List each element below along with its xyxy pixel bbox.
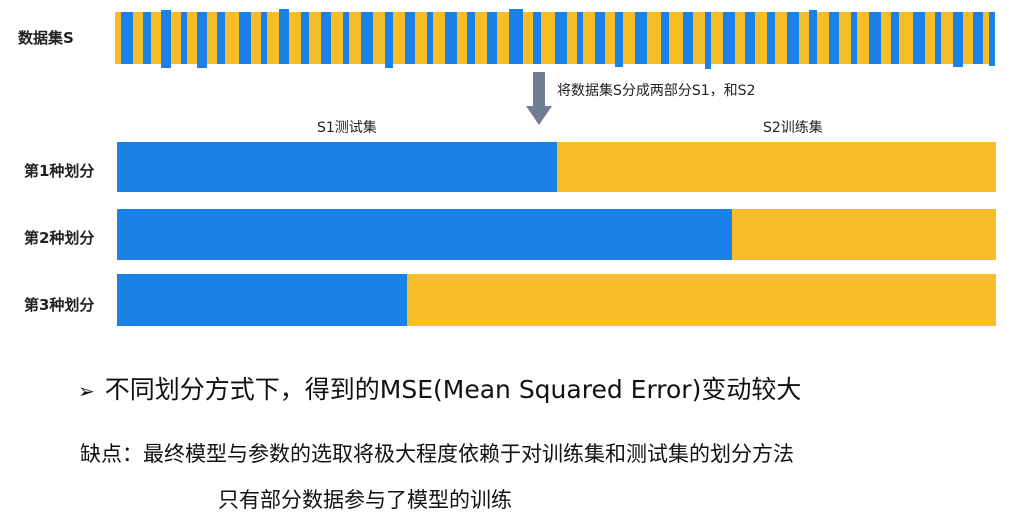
dataset-sample-stripe bbox=[301, 12, 309, 64]
split-2-s2-segment bbox=[732, 209, 996, 260]
split-1-s1-segment bbox=[117, 142, 557, 192]
bullet-line: ➢ 不同划分方式下，得到的MSE(Mean Squared Error)变动较大 bbox=[78, 370, 801, 406]
drawback-line-1: 缺点：最终模型与参数的选取将极大程度依赖于对训练集和测试集的划分方法 bbox=[80, 442, 794, 466]
split-2-s1-segment bbox=[117, 209, 733, 260]
dataset-sample-stripe bbox=[509, 9, 523, 64]
dataset-sample-stripe bbox=[705, 12, 711, 69]
dataset-sample-stripe bbox=[445, 12, 457, 64]
dataset-sample-stripe bbox=[953, 12, 963, 67]
dataset-sample-stripe bbox=[279, 9, 289, 64]
dataset-sample-stripe bbox=[891, 12, 899, 64]
dataset-sample-stripe bbox=[121, 12, 133, 64]
s1-label: S1测试集 bbox=[317, 120, 377, 136]
dataset-strip bbox=[115, 9, 995, 69]
dataset-sample-stripe bbox=[217, 12, 225, 64]
bullet-arrow-icon: ➢ bbox=[78, 379, 95, 403]
dataset-sample-stripe bbox=[577, 12, 583, 64]
s2-label: S2训练集 bbox=[763, 120, 823, 136]
dataset-sample-stripe bbox=[723, 12, 735, 64]
split-note: 将数据集S分成两部分S1，和S2 bbox=[557, 83, 756, 99]
dataset-sample-stripe bbox=[385, 12, 393, 68]
dataset-sample-stripe bbox=[321, 12, 331, 64]
dataset-sample-stripe bbox=[261, 12, 267, 64]
dataset-sample-stripe bbox=[973, 12, 983, 64]
dataset-sample-stripe bbox=[851, 12, 857, 64]
dataset-sample-stripe bbox=[239, 12, 251, 64]
split-1-bar bbox=[117, 142, 996, 192]
split-3-bar bbox=[117, 274, 996, 326]
split-2-label: 第2种划分 bbox=[24, 229, 95, 247]
dataset-sample-stripe bbox=[181, 12, 187, 64]
dataset-sample-stripe bbox=[487, 12, 497, 64]
dataset-sample-stripe bbox=[913, 12, 925, 64]
dataset-sample-stripe bbox=[935, 12, 941, 64]
dataset-sample-stripe bbox=[595, 12, 605, 64]
dataset-sample-stripe bbox=[343, 12, 349, 64]
dataset-sample-stripe bbox=[197, 12, 207, 68]
dataset-sample-stripe bbox=[809, 10, 817, 64]
dataset-sample-stripe bbox=[405, 12, 415, 64]
split-3-label: 第3种划分 bbox=[24, 296, 95, 314]
drawback-line-2: 只有部分数据参与了模型的训练 bbox=[218, 488, 512, 512]
dataset-sample-stripe bbox=[745, 12, 755, 64]
dataset-sample-stripe bbox=[989, 12, 995, 66]
dataset-sample-stripe bbox=[615, 12, 623, 67]
split-1-s2-segment bbox=[556, 142, 996, 192]
dataset-sample-stripe bbox=[361, 12, 373, 64]
dataset-sample-stripe bbox=[829, 12, 839, 64]
dataset-sample-stripe bbox=[635, 12, 647, 64]
dataset-label: 数据集S bbox=[18, 29, 74, 47]
dataset-sample-stripe bbox=[161, 10, 171, 68]
dataset-sample-stripe bbox=[427, 12, 433, 64]
bullet-text: 不同划分方式下，得到的MSE(Mean Squared Error)变动较大 bbox=[104, 375, 802, 404]
split-2-bar bbox=[117, 209, 996, 260]
dataset-sample-stripe bbox=[467, 12, 475, 64]
dataset-sample-stripe bbox=[767, 12, 775, 64]
down-arrow-icon bbox=[526, 72, 552, 125]
split-1-label: 第1种划分 bbox=[24, 162, 95, 180]
split-3-s2-segment bbox=[407, 274, 996, 326]
dataset-sample-stripe bbox=[661, 12, 669, 64]
dataset-sample-stripe bbox=[143, 12, 151, 64]
dataset-sample-stripe bbox=[869, 12, 881, 64]
dataset-sample-stripe bbox=[533, 12, 541, 64]
dataset-sample-stripe bbox=[787, 12, 799, 64]
split-3-s1-segment bbox=[117, 274, 408, 326]
dataset-sample-stripe bbox=[683, 12, 693, 64]
dataset-sample-stripe bbox=[555, 12, 567, 64]
